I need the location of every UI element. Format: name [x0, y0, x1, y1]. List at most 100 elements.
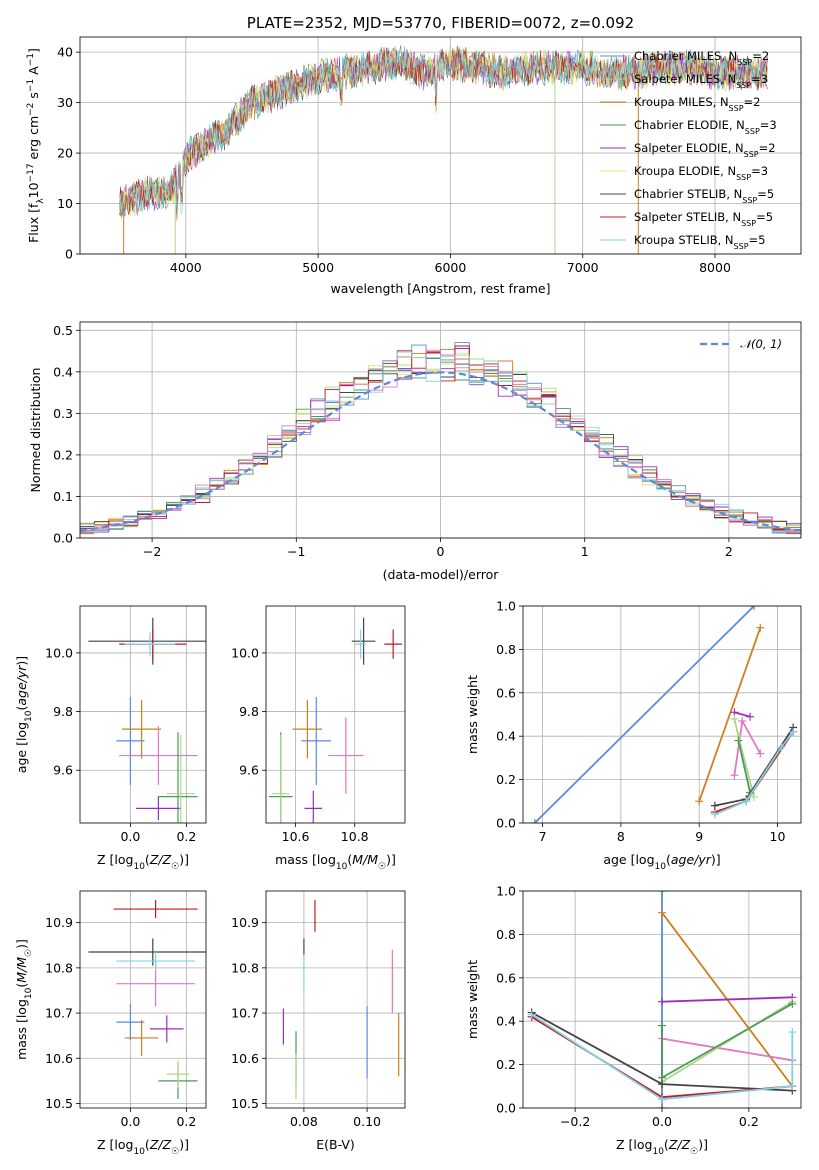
age_vs_Z-points: [88, 617, 206, 823]
weight-line-8: [531, 1013, 794, 1101]
y-axis-label-part: ☉: [24, 949, 34, 957]
y-tick-label: 0.1: [53, 489, 73, 504]
weight-marker: [658, 1021, 666, 1030]
legend-label-part: Salpeter STELIB, N: [634, 210, 741, 224]
x-axis-label: mass [log10(M/M☉)]: [275, 852, 396, 872]
weight-marker: [746, 712, 755, 721]
axes-frame: [79, 321, 802, 539]
x-axis-label-part: Z [log: [616, 1137, 652, 1152]
axes-frame: [265, 605, 406, 824]
weight-line-5: [737, 740, 751, 793]
weight-marker: [527, 1010, 536, 1019]
y-tick-label: 0.4: [53, 364, 73, 379]
x-tick-label: −0.2: [560, 1114, 590, 1129]
legend-label-part: =5: [749, 233, 766, 247]
weight-line-0: [534, 606, 755, 823]
weight-marker: [658, 1095, 666, 1104]
x-tick-label: −2: [143, 544, 161, 559]
weight-marker: [730, 771, 739, 780]
legend-label-part: Kroupa MILES, N: [634, 95, 729, 109]
legend-label-part: SSP: [737, 58, 752, 67]
x-tick-label: 1: [581, 544, 589, 559]
x-tick-label: 0.08: [290, 1114, 318, 1129]
y-axis-label: mass weight: [465, 675, 480, 754]
x-axis-label-part: )]: [698, 1137, 708, 1152]
y-axis-label-part: 10: [26, 182, 41, 198]
legend-label-part: =3: [760, 118, 777, 132]
x-tick-label: 0.2: [739, 1114, 759, 1129]
y-axis-label-part: 10: [24, 987, 34, 999]
y-axis-label-part: Flux [f: [26, 203, 41, 243]
x-tick-label: 10.8: [341, 829, 369, 844]
x-axis-label-part: (: [145, 852, 150, 867]
x-axis-label-part: (: [666, 852, 671, 867]
y-tick-label: 10.9: [45, 915, 73, 930]
legend-label: Chabrier STELIB, NSSP=5: [634, 187, 774, 205]
legend-label: Chabrier ELODIE, NSSP=3: [634, 118, 777, 136]
x-axis-label-part: ☉: [690, 1147, 698, 1157]
legend-label-part: =5: [757, 187, 774, 201]
y-tick-label: 30: [57, 95, 73, 110]
x-axis-label-part: age/yr: [671, 852, 712, 867]
y-tick-label: 10.0: [45, 645, 73, 660]
x-tick-label: 2: [725, 544, 733, 559]
x-axis-label-part: 10: [336, 862, 348, 872]
legend-label-part: =3: [751, 164, 768, 178]
y-tick-label: 0.2: [496, 1057, 516, 1072]
weight-marker: [710, 810, 719, 819]
y-axis-label-part: age [log: [14, 722, 29, 773]
x-axis-label-part: )]: [179, 1137, 189, 1152]
y-tick-label: 1.0: [496, 884, 516, 899]
y-axis-label-part: (: [14, 983, 29, 988]
x-tick-label: 8000: [699, 260, 731, 275]
y-tick-label: 0.8: [496, 642, 516, 657]
age_vs_mass-panel: 10.6 10.8 9.6 9.8 10.0 mass [log10(M/M☉)]: [231, 605, 406, 872]
x-axis-label-part: (: [145, 1137, 150, 1152]
x-tick-label: 0.0: [120, 1114, 140, 1129]
x-tick-label: 5000: [302, 260, 334, 275]
legend-label: Salpeter STELIB, NSSP=5: [634, 210, 773, 228]
y-tick-label: 10.6: [45, 1051, 73, 1066]
y-tick-label: 10.6: [231, 1051, 259, 1066]
x-axis-label: wavelength [Angstrom, rest frame]: [330, 281, 550, 296]
x-axis-label-part: ☉: [378, 862, 386, 872]
weight-marker: [756, 749, 765, 758]
y-tick-label: 1.0: [496, 599, 516, 614]
legend-label-part: Chabrier STELIB, N: [634, 187, 742, 201]
weight-marker: [730, 714, 739, 723]
mass_vs_ebv-panel: 0.08 0.10 10.5 10.6 10.7 10.8 10.9: [231, 890, 406, 1129]
chart-title: PLATE=2352, MJD=53770, FIBERID=0072, z=0…: [247, 14, 634, 32]
y-tick-label: 0.5: [53, 323, 73, 338]
x-tick-label: 0.2: [176, 829, 196, 844]
x-tick-label: 0.10: [353, 1114, 381, 1129]
weight-marker: [742, 797, 751, 806]
axes-frame: [79, 36, 802, 255]
y-axis-label-part: λ: [36, 198, 46, 204]
y-tick-label: 0.2: [53, 447, 73, 462]
spectrum-series-0: [119, 46, 768, 217]
weight-line-2: [734, 711, 751, 718]
y-axis-label-part: −1: [26, 79, 36, 92]
x-axis-label: Z [log10(Z/Z☉)]: [97, 852, 189, 872]
legend-label: 𝒩(0, 1): [740, 337, 782, 351]
x-tick-label: 7000: [567, 260, 599, 275]
y-axis-label-part: )]: [14, 939, 29, 949]
weight-marker: [750, 792, 759, 801]
weight-marker: [658, 1104, 666, 1108]
legend-label: Kroupa STELIB, NSSP=5: [634, 233, 765, 251]
y-axis-label-part: mass [log: [14, 999, 29, 1060]
weight-marker: [756, 623, 765, 632]
axes-frame: [522, 890, 802, 1109]
y-tick-label: 10.8: [45, 960, 73, 975]
x-axis-label-part: )]: [711, 852, 721, 867]
legend-label-part: Salpeter ELODIE, N: [634, 141, 744, 155]
x-axis-label-part: (: [664, 1137, 669, 1152]
normal-curve: [80, 371, 801, 532]
y-axis-label-part: (: [14, 706, 29, 711]
legend-label-part: SSP: [729, 104, 744, 113]
x-axis-label-part: Z [log: [97, 852, 133, 867]
legend-label: Salpeter MILES, NSSP=3: [634, 72, 768, 90]
weight-marker: [658, 1080, 666, 1089]
x-tick-label: 10: [770, 829, 786, 844]
